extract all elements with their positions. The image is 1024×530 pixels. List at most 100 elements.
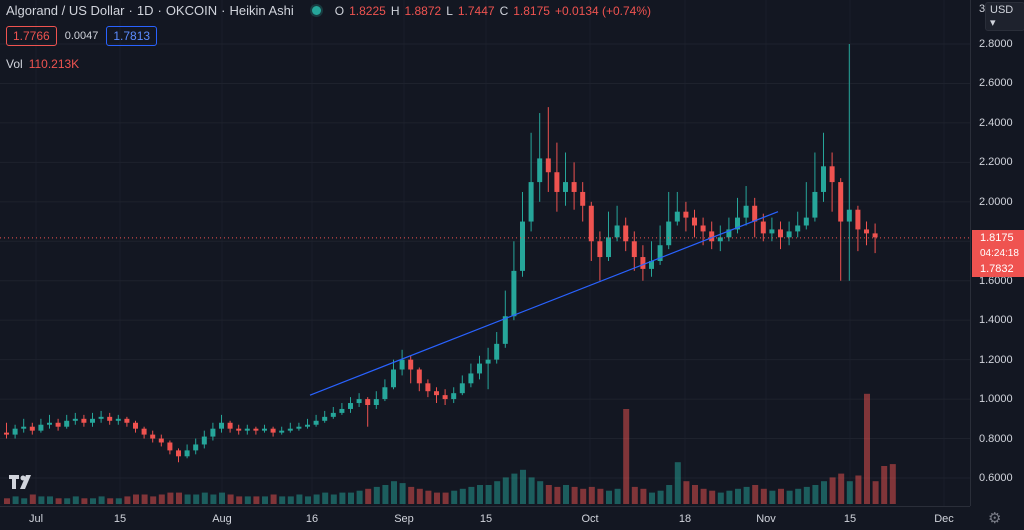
candle (150, 430, 156, 443)
candle (399, 349, 405, 376)
candle (425, 379, 431, 398)
volume-bar (373, 486, 380, 504)
volume-bar (107, 498, 114, 504)
volume-bar (683, 481, 690, 504)
candle (322, 410, 328, 423)
volume-bar (846, 481, 853, 504)
volume-bar (554, 486, 561, 504)
candle (838, 178, 844, 281)
high-value: 1.8872 (404, 3, 442, 18)
candle (167, 440, 173, 455)
candle (4, 422, 9, 439)
time-tick: Jul (28, 513, 44, 525)
candle (554, 142, 560, 212)
volume-bar (210, 494, 217, 504)
close-label: C (499, 3, 509, 18)
volume-bar (778, 488, 784, 504)
candle (760, 213, 766, 242)
candle (219, 414, 224, 433)
currency-label: USD (990, 4, 1014, 16)
separator: · (128, 3, 133, 18)
candlestick-chart[interactable] (0, 0, 970, 506)
volume-bar (184, 494, 191, 504)
volume-legend: Vol 110.213K (6, 57, 79, 71)
volume-bar (279, 496, 286, 504)
candle (631, 231, 637, 271)
candle (107, 412, 113, 425)
time-tick: Oct (581, 513, 599, 525)
volume-label: Vol (6, 57, 23, 71)
gear-icon[interactable]: ⚙ (988, 510, 1002, 527)
time-tick: Aug (212, 513, 232, 525)
sell-button[interactable]: 1.7766 (6, 26, 57, 46)
second-price: 1.7832 (980, 263, 1014, 275)
candle (81, 414, 87, 427)
volume-bar (365, 488, 372, 504)
candle (115, 414, 121, 425)
volume-bar (21, 498, 28, 504)
volume-bar (700, 488, 707, 504)
volume-bar (864, 393, 870, 504)
chart-style-label[interactable]: Heikin Ashi (229, 3, 294, 18)
candle (580, 182, 586, 222)
volume-bar (597, 488, 604, 504)
volume-bar (64, 498, 71, 504)
candle (683, 201, 689, 232)
volume-bar (545, 485, 552, 504)
interval-label[interactable]: 1D (136, 3, 154, 18)
candle (184, 444, 190, 459)
current-price: 1.8175 (980, 232, 1014, 244)
volume-bar (735, 488, 741, 504)
candle (253, 426, 259, 435)
price-axis[interactable]: 3 USD ▾ 2.8000 2.6000 2.4000 2.2000 2.0000 1.… (970, 0, 1024, 506)
volume-bar (115, 498, 122, 504)
chart-area[interactable]: Algorand / US Dollar · 1D · OKCOIN · Hei… (0, 0, 970, 506)
candle (563, 152, 568, 206)
symbol-title[interactable]: Algorand / US Dollar (6, 3, 125, 18)
volume-bar (494, 481, 501, 504)
price-tick: 2.0000 (979, 195, 1013, 208)
volume-bar (571, 486, 578, 504)
candle (262, 424, 267, 433)
candle (365, 397, 371, 427)
volume-bar (786, 490, 793, 504)
volume-bar (743, 486, 750, 504)
volume-bar (485, 485, 492, 504)
volume-bar (425, 490, 432, 504)
candle (769, 217, 775, 242)
candle (270, 426, 276, 437)
volume-bar (511, 473, 518, 504)
buy-button[interactable]: 1.7813 (106, 26, 158, 46)
volume-bar (236, 496, 243, 504)
time-axis[interactable]: Jul 15 Aug 16 Sep 15 Oct 18 Nov 15 Dec (0, 506, 970, 530)
volume-bar (459, 488, 466, 504)
candle (778, 221, 783, 250)
candle (201, 430, 207, 449)
candle (47, 414, 52, 429)
price-tick: 2.4000 (979, 116, 1013, 129)
volume-bar (262, 496, 268, 504)
trendline[interactable] (309, 211, 779, 396)
volume-bar (889, 464, 896, 504)
candle (296, 422, 302, 431)
volume-bar (442, 492, 449, 504)
volume-bar (399, 483, 406, 504)
trade-panel: 1.7766 0.0047 1.7813 (6, 26, 158, 46)
candle (227, 420, 233, 433)
candle (90, 412, 95, 427)
candle (244, 424, 250, 435)
volume-bar (72, 496, 79, 504)
candle (571, 162, 577, 210)
volume-bar (726, 490, 733, 504)
candle (330, 406, 336, 419)
tradingview-logo-icon[interactable] (8, 472, 34, 492)
candle (545, 107, 551, 192)
market-status-icon (311, 6, 321, 15)
separator: · (221, 3, 226, 18)
currency-selector[interactable]: USD ▾ (985, 2, 1024, 31)
chart-legend: Algorand / US Dollar · 1D · OKCOIN · Hei… (6, 3, 651, 18)
close-value: 1.8175 (513, 3, 550, 18)
volume-bar (657, 490, 664, 504)
price-tick: 0.8000 (979, 432, 1013, 445)
volume-bar (81, 498, 88, 504)
